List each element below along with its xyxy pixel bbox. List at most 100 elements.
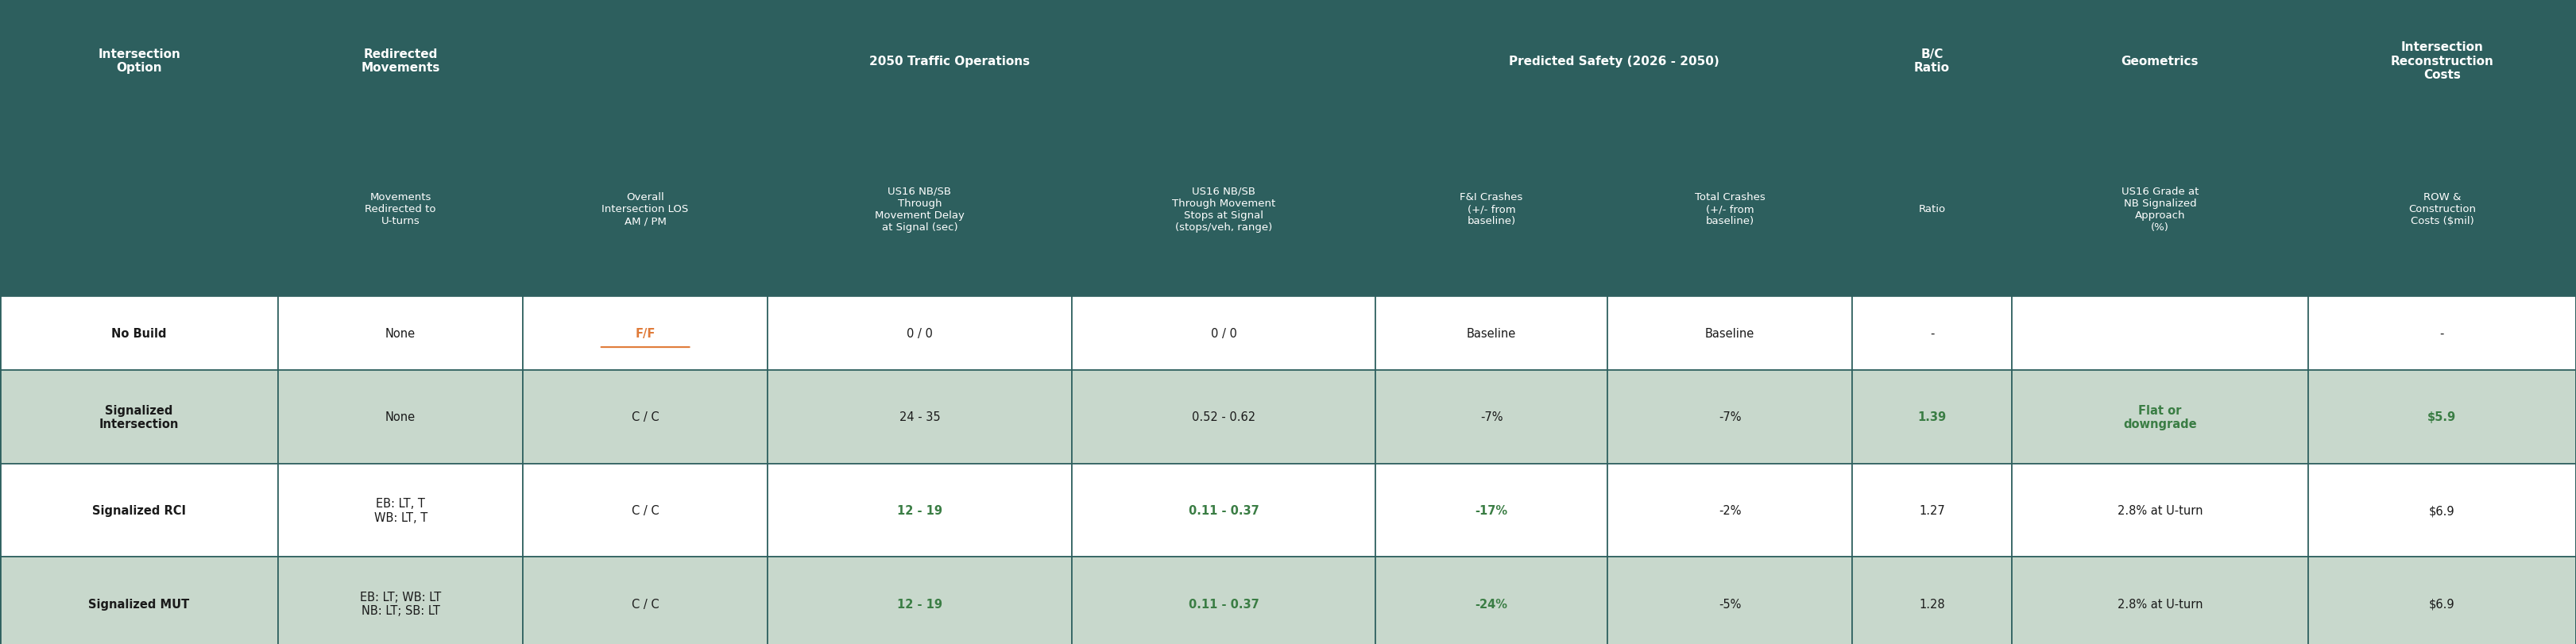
Text: 12 - 19: 12 - 19 — [896, 504, 943, 516]
Bar — [0, 370, 278, 464]
Text: Flat or
downgrade: Flat or downgrade — [2123, 404, 2197, 430]
Text: Total Crashes
(+/- from
baseline): Total Crashes (+/- from baseline) — [1695, 193, 1765, 226]
Bar — [1072, 464, 1376, 557]
Bar — [0, 296, 278, 370]
Text: -24%: -24% — [1476, 598, 1507, 610]
Bar — [1376, 557, 1607, 644]
Bar — [0, 122, 278, 296]
Text: 1.28: 1.28 — [1919, 598, 1945, 610]
Bar — [0, 557, 278, 644]
Text: 2.8% at U-turn: 2.8% at U-turn — [2117, 504, 2202, 516]
Bar — [2012, 122, 2308, 296]
Text: 2.8% at U-turn: 2.8% at U-turn — [2117, 598, 2202, 610]
Text: Intersection
Option: Intersection Option — [98, 48, 180, 74]
Text: 1.39: 1.39 — [1917, 411, 1947, 423]
Text: -17%: -17% — [1476, 504, 1507, 516]
Bar — [523, 296, 768, 370]
Text: 24 - 35: 24 - 35 — [899, 411, 940, 423]
Text: -7%: -7% — [1481, 411, 1502, 423]
Text: 2050 Traffic Operations: 2050 Traffic Operations — [868, 55, 1030, 67]
Bar — [2308, 370, 2576, 464]
Bar — [523, 0, 1376, 122]
Bar — [1852, 122, 2012, 296]
Bar — [1376, 0, 1852, 122]
Text: None: None — [386, 327, 415, 339]
Text: -: - — [2439, 327, 2445, 339]
Text: Signalized RCI: Signalized RCI — [93, 504, 185, 516]
Text: -2%: -2% — [1718, 504, 1741, 516]
Bar — [1072, 557, 1376, 644]
Text: F/F: F/F — [636, 327, 654, 339]
Text: $5.9: $5.9 — [2427, 411, 2458, 423]
Bar — [523, 557, 768, 644]
Bar — [768, 370, 1072, 464]
Bar — [0, 0, 278, 122]
Bar — [1607, 464, 1852, 557]
Bar — [1376, 370, 1607, 464]
Text: $6.9: $6.9 — [2429, 598, 2455, 610]
Text: 0.52 - 0.62: 0.52 - 0.62 — [1193, 411, 1255, 423]
Text: Signalized
Intersection: Signalized Intersection — [100, 404, 178, 430]
Text: EB: LT, T
WB: LT, T: EB: LT, T WB: LT, T — [374, 498, 428, 523]
Bar — [1376, 296, 1607, 370]
Text: 1.27: 1.27 — [1919, 504, 1945, 516]
Text: -7%: -7% — [1718, 411, 1741, 423]
Text: ROW &
Construction
Costs ($mil): ROW & Construction Costs ($mil) — [2409, 193, 2476, 226]
Bar — [2012, 557, 2308, 644]
Text: Baseline: Baseline — [1705, 327, 1754, 339]
Bar — [278, 122, 523, 296]
Bar — [1852, 464, 2012, 557]
Text: Ratio: Ratio — [1919, 204, 1945, 214]
Text: Baseline: Baseline — [1466, 327, 1517, 339]
Bar — [523, 370, 768, 464]
Text: Signalized MUT: Signalized MUT — [88, 598, 191, 610]
Text: C / C: C / C — [631, 411, 659, 423]
Text: 0.11 - 0.37: 0.11 - 0.37 — [1188, 598, 1260, 610]
Bar — [1607, 296, 1852, 370]
Bar — [278, 0, 523, 122]
Text: 0.11 - 0.37: 0.11 - 0.37 — [1188, 504, 1260, 516]
Text: 12 - 19: 12 - 19 — [896, 598, 943, 610]
Text: B/C
Ratio: B/C Ratio — [1914, 48, 1950, 74]
Bar — [278, 557, 523, 644]
Bar — [278, 296, 523, 370]
Text: C / C: C / C — [631, 504, 659, 516]
Text: US16 NB/SB
Through
Movement Delay
at Signal (sec): US16 NB/SB Through Movement Delay at Sig… — [876, 186, 963, 232]
Bar — [1852, 296, 2012, 370]
Text: F&I Crashes
(+/- from
baseline): F&I Crashes (+/- from baseline) — [1461, 193, 1522, 226]
Text: EB: LT; WB: LT
NB: LT; SB: LT: EB: LT; WB: LT NB: LT; SB: LT — [361, 591, 440, 616]
Bar — [1607, 370, 1852, 464]
Text: 0 / 0: 0 / 0 — [907, 327, 933, 339]
Text: Predicted Safety (2026 - 2050): Predicted Safety (2026 - 2050) — [1510, 55, 1718, 67]
Bar — [2012, 296, 2308, 370]
Bar — [768, 464, 1072, 557]
Bar — [1376, 122, 1607, 296]
Text: US16 Grade at
NB Signalized
Approach
(%): US16 Grade at NB Signalized Approach (%) — [2120, 186, 2200, 232]
Bar — [278, 464, 523, 557]
Bar — [768, 122, 1072, 296]
Text: Movements
Redirected to
U-turns: Movements Redirected to U-turns — [366, 193, 435, 226]
Text: C / C: C / C — [631, 598, 659, 610]
Bar — [2012, 370, 2308, 464]
Bar — [768, 296, 1072, 370]
Text: No Build: No Build — [111, 327, 167, 339]
Bar — [1607, 557, 1852, 644]
Text: US16 NB/SB
Through Movement
Stops at Signal
(stops/veh, range): US16 NB/SB Through Movement Stops at Sig… — [1172, 186, 1275, 232]
Bar — [2308, 296, 2576, 370]
Bar — [523, 464, 768, 557]
Bar — [1852, 557, 2012, 644]
Bar — [1072, 296, 1376, 370]
Text: Intersection
Reconstruction
Costs: Intersection Reconstruction Costs — [2391, 41, 2494, 81]
Bar — [2308, 0, 2576, 122]
Text: -: - — [1929, 327, 1935, 339]
Bar — [2308, 557, 2576, 644]
Bar — [2308, 122, 2576, 296]
Text: $6.9: $6.9 — [2429, 504, 2455, 516]
Bar — [0, 464, 278, 557]
Bar — [2012, 0, 2308, 122]
Bar — [1852, 0, 2012, 122]
Bar — [1072, 122, 1376, 296]
Bar — [2308, 464, 2576, 557]
Bar — [768, 557, 1072, 644]
Bar — [1852, 370, 2012, 464]
